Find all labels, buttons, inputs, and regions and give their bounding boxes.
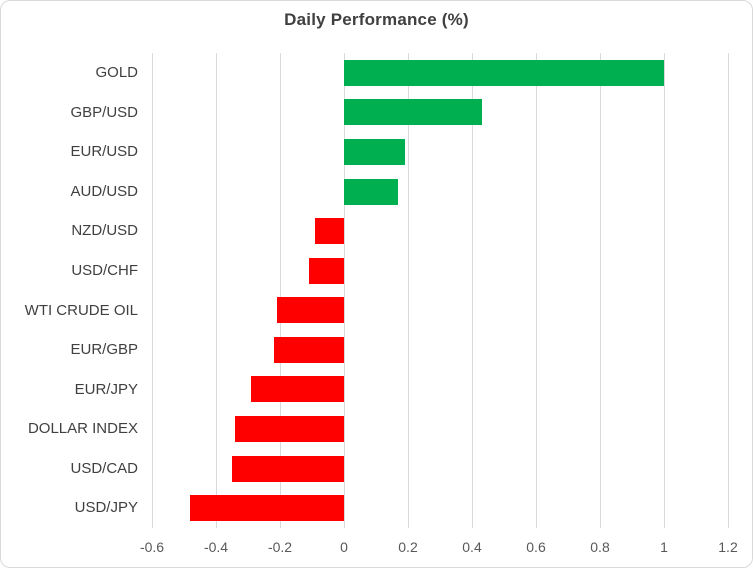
tick-label: 0.8 xyxy=(590,539,610,555)
gridline xyxy=(279,53,281,528)
category-label: GOLD xyxy=(95,64,138,81)
tick-label: 0 xyxy=(340,539,348,555)
gridline xyxy=(727,53,729,528)
tick-label: 1 xyxy=(660,539,668,555)
gridline xyxy=(215,53,217,528)
category-label: EUR/GBP xyxy=(70,341,138,359)
bar-aud-usd xyxy=(344,178,399,205)
bar-dollar-index xyxy=(235,416,344,443)
gridline xyxy=(471,53,473,528)
bar-usd-chf xyxy=(308,257,344,284)
gridline xyxy=(407,53,409,528)
category-label: EUR/USD xyxy=(70,143,138,161)
bar-usd-jpy xyxy=(190,495,344,522)
tick-label: 1.2 xyxy=(718,539,738,555)
bar-usd-cad xyxy=(232,455,344,482)
bar-eur-usd xyxy=(344,138,405,165)
gridline xyxy=(343,53,345,528)
bar-gold xyxy=(344,59,664,86)
bar-gbp-usd xyxy=(344,99,482,126)
category-axis: GOLD GBP/USD EUR/USD AUD/USD NZD/USD USD/CHF W… xyxy=(1,53,138,528)
chart-title: Daily Performance (%) xyxy=(284,10,469,29)
tick-label: -0.4 xyxy=(203,539,229,555)
bar-eur-jpy xyxy=(251,376,344,403)
category-label: USD/JPY xyxy=(74,499,138,517)
tick-label: -0.6 xyxy=(139,539,165,555)
category-label: NZD/USD xyxy=(71,222,138,240)
category-label: DOLLAR INDEX xyxy=(27,420,138,438)
tick-label: 0.2 xyxy=(398,539,418,555)
category-label: WTI CRUDE OIL xyxy=(24,301,138,319)
value-axis: -0.6 -0.4 -0.2 0 0.2 0.4 0.6 0.8 1 1.2 xyxy=(1,539,752,559)
bar-eur-gbp xyxy=(273,336,344,363)
category-label: EUR/JPY xyxy=(74,380,138,398)
tick-label: 0.4 xyxy=(462,539,482,555)
category-label: AUD/USD xyxy=(70,182,138,200)
tick-label: 0.6 xyxy=(526,539,546,555)
gridline xyxy=(535,53,537,528)
gridline xyxy=(663,53,665,528)
category-label: USD/CHF xyxy=(71,261,138,279)
gridline xyxy=(151,53,153,528)
tick-label: -0.2 xyxy=(267,539,293,555)
gridline xyxy=(599,53,601,528)
bar-wti-crude-oil xyxy=(276,297,344,324)
plot-area xyxy=(151,53,729,528)
category-label: GBP/USD xyxy=(70,103,138,121)
category-label: USD/CAD xyxy=(70,459,138,477)
bar-nzd-usd xyxy=(315,218,344,245)
